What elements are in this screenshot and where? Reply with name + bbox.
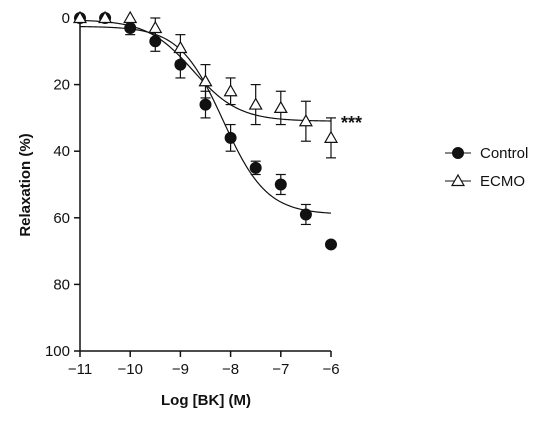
- data-point: [223, 84, 238, 97]
- data-point: [148, 20, 163, 34]
- legend-item-control: Control: [445, 145, 528, 162]
- x-tick-label: −10: [117, 361, 142, 378]
- data-point: [274, 178, 287, 191]
- axes: 0 20 40 60 80 100−11 −10 −9 −8 −7 −6: [45, 10, 340, 378]
- data-point: [173, 40, 188, 54]
- data-point: [299, 208, 312, 221]
- legend: Control ECMO: [445, 145, 528, 190]
- y-tick-label: 100: [45, 343, 70, 360]
- series-control: [74, 12, 337, 251]
- x-tick-label: −9: [172, 361, 189, 378]
- legend-control-label: Control: [480, 145, 528, 162]
- legend-item-ecmo: ECMO: [445, 173, 525, 190]
- x-tick-label: −8: [222, 361, 239, 378]
- y-tick-label: 40: [53, 143, 70, 160]
- data-point: [198, 74, 213, 87]
- y-tick-label: 20: [53, 77, 70, 94]
- data-point: [124, 21, 137, 34]
- significance-annotation: ***: [341, 113, 362, 133]
- data-point: [323, 130, 339, 143]
- data-point: [248, 97, 263, 110]
- data-point: [72, 10, 88, 24]
- legend-ecmo-marker: [450, 173, 466, 187]
- series-ecmo: [72, 10, 339, 159]
- y-axis-title: Relaxation (%): [17, 133, 34, 236]
- data-point: [249, 161, 262, 174]
- data-point: [273, 100, 288, 114]
- y-tick-label: 0: [62, 10, 70, 27]
- x-tick-label: −6: [322, 361, 339, 378]
- series-layer: [72, 10, 339, 251]
- x-tick-label: −7: [272, 361, 289, 378]
- data-point: [123, 10, 138, 24]
- data-point: [325, 238, 337, 251]
- y-tick-label: 60: [53, 210, 70, 227]
- y-tick-label: 80: [53, 276, 70, 293]
- data-point: [224, 131, 237, 144]
- data-point: [98, 10, 113, 24]
- data-point: [199, 98, 212, 111]
- x-tick-label: −11: [68, 361, 92, 378]
- x-axis-title: Log [BK] (M): [161, 392, 251, 409]
- legend-ecmo-label: ECMO: [480, 173, 525, 190]
- data-point: [298, 114, 313, 127]
